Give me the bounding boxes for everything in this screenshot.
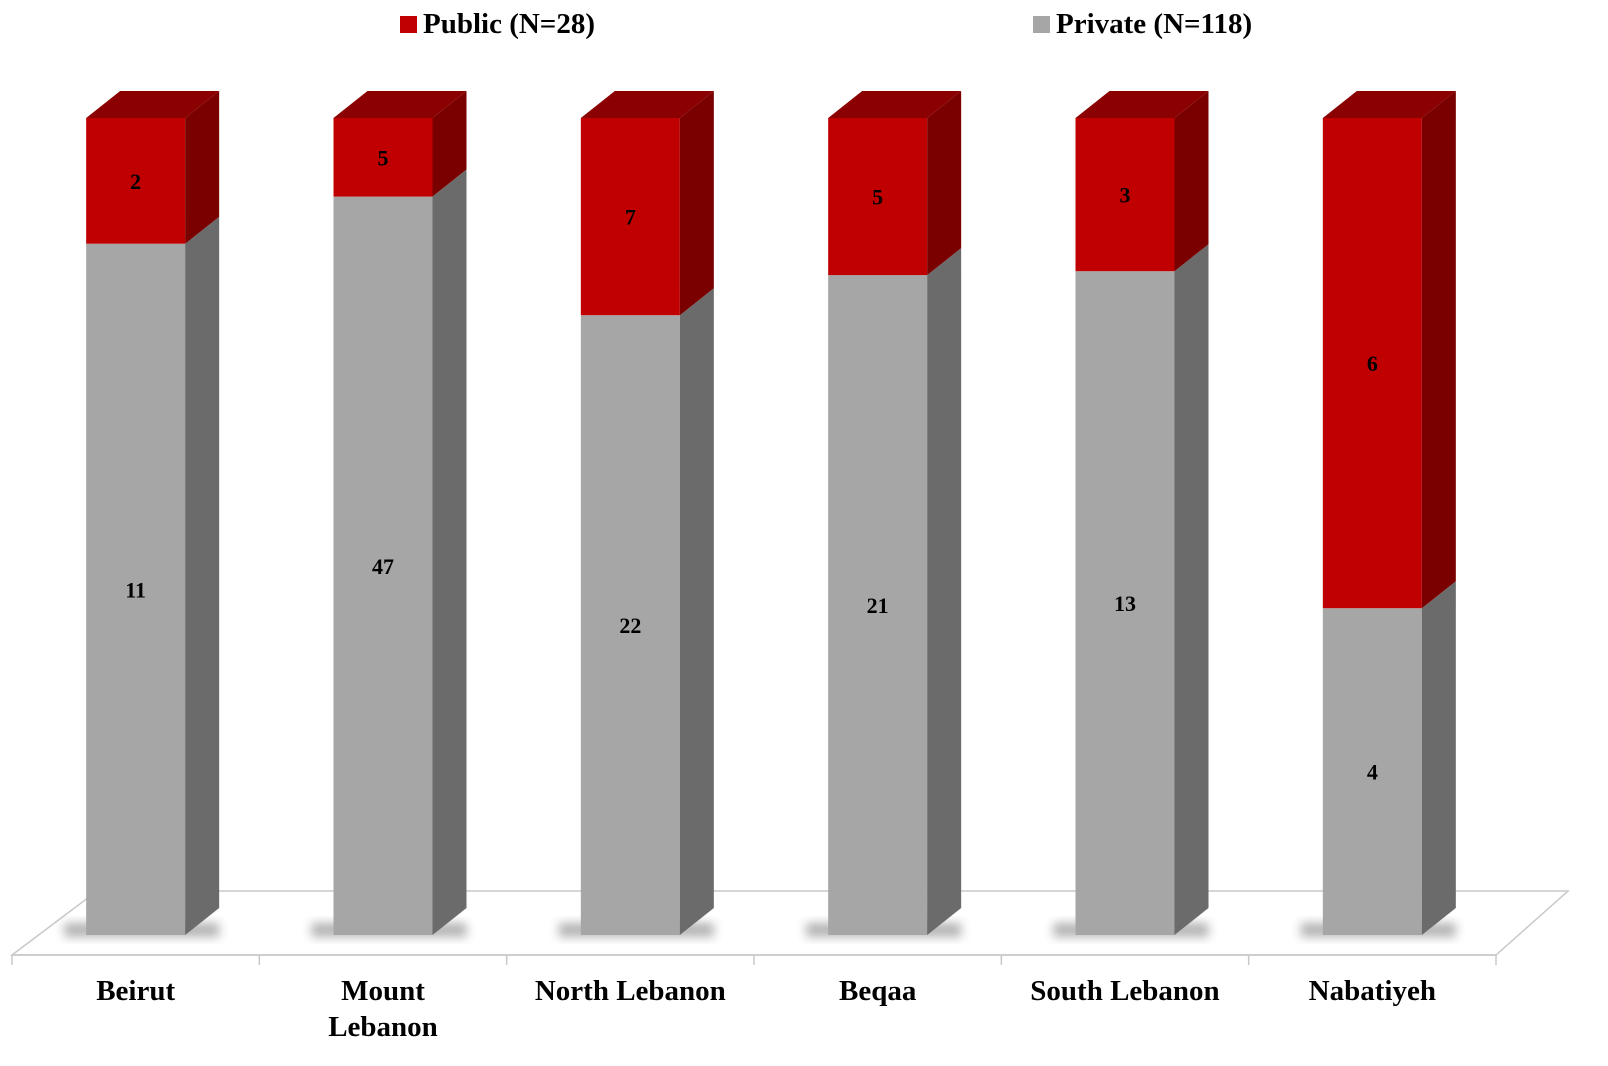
data-label-private-2: 22 — [619, 613, 641, 638]
bar-public-side-4 — [1174, 91, 1209, 272]
legend-public: Public (N=28) — [400, 8, 595, 41]
bar-private-2 — [580, 315, 680, 935]
x-tick-label-4: South Lebanon — [1030, 975, 1219, 1007]
x-tick-label-2: North Lebanon — [535, 975, 726, 1007]
bar-private-3 — [828, 275, 928, 936]
legend-private: Private (N=118) — [1033, 8, 1252, 41]
bar-public-top-0 — [86, 91, 220, 118]
bar-public-side-1 — [432, 91, 467, 197]
bar-private-1 — [333, 196, 433, 936]
data-label-public-4: 3 — [1120, 183, 1131, 208]
bar-private-0 — [86, 243, 186, 935]
legend-swatch-public — [400, 16, 417, 33]
bar-public-top-2 — [580, 91, 714, 118]
x-tick-label-1: Mount Lebanon — [328, 975, 438, 1043]
bar-public-5 — [1322, 118, 1422, 609]
legend-swatch-private — [1033, 16, 1050, 33]
bar-public-1 — [333, 118, 433, 197]
bar-private-5 — [1322, 608, 1422, 935]
data-label-private-4: 13 — [1114, 591, 1136, 616]
bar-public-4 — [1075, 118, 1175, 272]
bar-public-side-2 — [679, 91, 714, 316]
bar-private-side-5 — [1421, 581, 1456, 935]
bar-private-side-3 — [927, 248, 962, 936]
bar-private-side-1 — [432, 169, 467, 936]
bar-private-side-0 — [185, 216, 220, 935]
data-label-public-3: 5 — [872, 185, 883, 210]
data-label-public-0: 2 — [130, 169, 141, 194]
x-tick-label-0: Beirut — [96, 975, 175, 1007]
bar-private-4 — [1075, 271, 1175, 935]
data-label-public-1: 5 — [378, 145, 389, 170]
bar-public-side-5 — [1421, 91, 1456, 609]
x-tick-label-5: Nabatiyeh — [1309, 975, 1436, 1007]
data-label-public-5: 6 — [1367, 351, 1378, 376]
data-label-public-2: 7 — [625, 205, 636, 230]
bar-public-0 — [86, 118, 186, 244]
bar-public-top-1 — [333, 91, 467, 118]
bar-public-top-5 — [1322, 91, 1456, 118]
bar-public-side-0 — [185, 91, 220, 244]
bar-public-2 — [580, 118, 680, 316]
data-label-private-3: 21 — [867, 593, 889, 618]
x-tick-label-3: Beqaa — [839, 975, 917, 1007]
legend-label-private: Private (N=118) — [1056, 8, 1253, 40]
data-label-private-0: 11 — [125, 577, 146, 602]
bar-public-top-4 — [1075, 91, 1209, 118]
bar-public-3 — [828, 118, 928, 276]
bar-private-side-2 — [679, 288, 714, 935]
legend-label-public: Public (N=28) — [423, 8, 595, 40]
data-label-private-1: 47 — [372, 554, 394, 579]
bar-public-side-3 — [927, 91, 962, 276]
bar-public-top-3 — [828, 91, 962, 118]
data-label-private-5: 4 — [1367, 760, 1378, 785]
bar-private-side-4 — [1174, 244, 1209, 935]
